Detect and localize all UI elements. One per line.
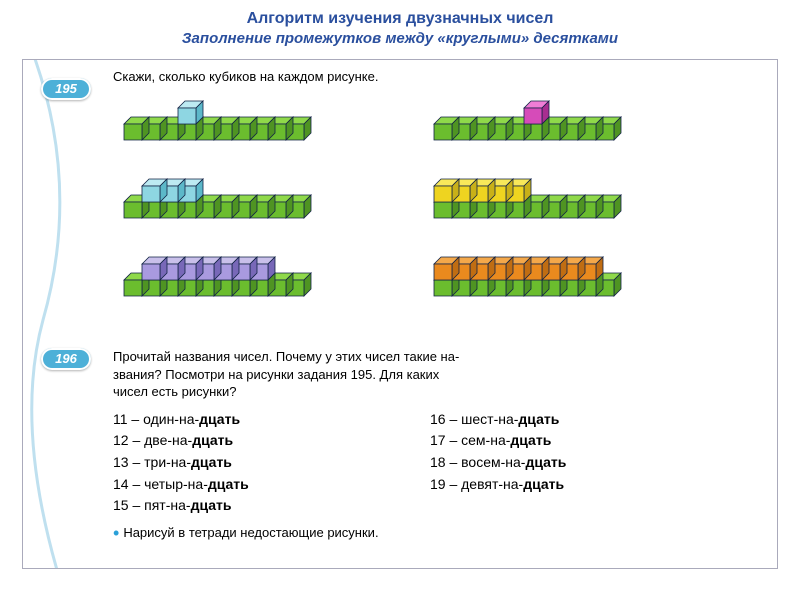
number-row: 12 – две-на-дцать xyxy=(113,430,430,452)
number-row: 11 – один-на-дцать xyxy=(113,409,430,431)
number-row: 18 – восем-на-дцать xyxy=(430,452,747,474)
number-list: 11 – один-на-дцать12 – две-на-дцать13 – … xyxy=(113,409,747,517)
number-row: 13 – три-на-дцать xyxy=(113,452,430,474)
task-196-l1: Прочитай названия чисел. Почему у этих ч… xyxy=(113,349,459,364)
task-196-l2: звания? Посмотри на рисунки задания 195.… xyxy=(113,367,439,382)
draw-note-text: Нарисуй в тетради недостающие рисунки. xyxy=(123,525,378,540)
number-row: 17 – сем-на-дцать xyxy=(430,430,747,452)
bullet-icon: • xyxy=(113,523,119,543)
cube-figure xyxy=(433,256,624,304)
content-frame: 195 Скажи, сколько кубиков на каждом рис… xyxy=(22,59,778,569)
task-195-text: Скажи, сколько кубиков на каждом рисунке… xyxy=(113,68,747,86)
cube-figure xyxy=(123,100,314,148)
task-196-text: Прочитай названия чисел. Почему у этих ч… xyxy=(113,348,747,401)
cube-figure xyxy=(123,178,314,226)
number-col-right: 16 – шест-на-дцать17 – сем-на-дцать18 – … xyxy=(430,409,747,517)
task-196-l3: чисел есть рисунки? xyxy=(113,384,236,399)
cube-figure xyxy=(433,100,624,148)
cubes-area xyxy=(123,100,737,328)
cube-figure xyxy=(123,256,314,304)
badge-196: 196 xyxy=(41,348,91,370)
number-row: 15 – пят-на-дцать xyxy=(113,495,430,517)
number-row: 19 – девят-на-дцать xyxy=(430,474,747,496)
number-col-left: 11 – один-на-дцать12 – две-на-дцать13 – … xyxy=(113,409,430,517)
number-row: 14 – четыр-на-дцать xyxy=(113,474,430,496)
section-196: 196 Прочитай названия чисел. Почему у эт… xyxy=(23,348,777,544)
title-block: Алгоритм изучения двузначных чисел Запол… xyxy=(0,0,800,51)
title-main: Алгоритм изучения двузначных чисел xyxy=(20,10,780,28)
draw-note: • Нарисуй в тетради недостающие рисунки. xyxy=(113,523,747,544)
cube-figure xyxy=(433,178,624,226)
title-sub: Заполнение промежутков между «круглыми» … xyxy=(20,30,780,47)
section-195: 195 Скажи, сколько кубиков на каждом рис… xyxy=(23,68,777,328)
slide: Алгоритм изучения двузначных чисел Запол… xyxy=(0,0,800,600)
badge-195: 195 xyxy=(41,78,91,100)
number-row: 16 – шест-на-дцать xyxy=(430,409,747,431)
